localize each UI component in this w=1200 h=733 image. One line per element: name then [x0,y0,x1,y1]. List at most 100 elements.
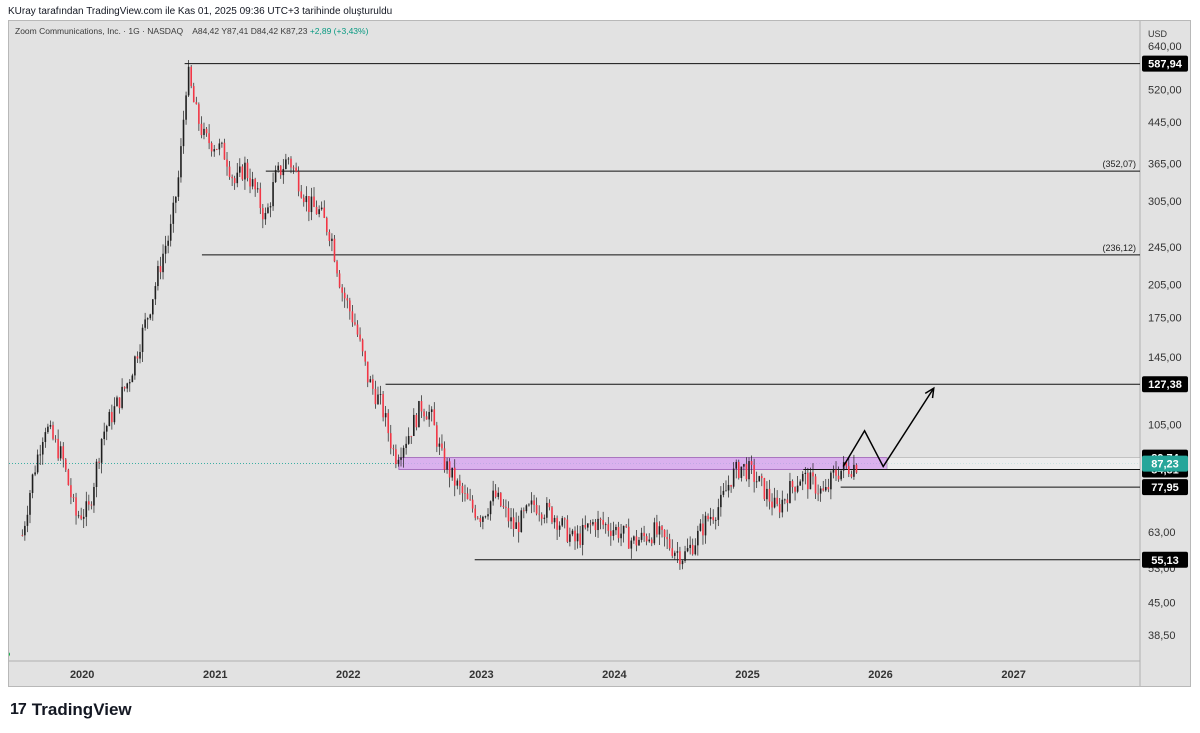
level-price-tag-bg [1142,55,1188,72]
candle-body [310,196,313,213]
candle-body [95,461,98,487]
candle-body [666,537,668,540]
candle-body [699,523,702,531]
candle-body [297,171,300,192]
candle-body [164,245,167,254]
candle-body [31,474,34,493]
candle-body [113,406,116,423]
candle-body [54,438,57,440]
candle-body [21,535,24,536]
candle-body [630,540,633,549]
candle-body [476,517,479,519]
candle-body [118,397,121,408]
candle-body [604,524,607,526]
candle-body [737,461,740,478]
candle-body [336,261,338,274]
candle-body [287,158,290,160]
candle-body [569,534,571,542]
candles-group [21,59,858,570]
candle-body [786,499,789,503]
candle-body [272,182,274,207]
candle-body [333,238,336,262]
price-chart[interactable]: USD 640,00 520,00 445,00 365,00 305,00 245,00 2… [9,21,1190,686]
candle-body [228,166,231,177]
candle-body [305,196,308,203]
candle-body [85,501,88,517]
candle-body [702,523,704,536]
candle-body [546,502,548,518]
candle-body [239,166,241,173]
candle-body [799,481,801,486]
x-tick-label: 2025 [735,669,759,681]
candle-body [561,518,564,526]
candle-body [80,515,82,519]
candle-body [354,322,356,325]
candle-body [116,397,118,407]
candle-body [82,516,85,519]
candle-body [384,413,387,418]
candle-body [313,196,315,207]
candle-body [824,487,827,491]
candle-body [453,467,456,486]
candle-body [41,442,44,455]
symbol-name: Zoom Communications, Inc. · 1G · NASDAQ [15,26,184,36]
candle-body [49,425,52,427]
candle-body [389,433,392,449]
candle-body [59,446,62,459]
candle-body [714,519,717,521]
candle-body [512,517,515,529]
candle-body [622,525,625,534]
candle-body [627,526,630,549]
candle-body [47,426,49,433]
candle-body [640,532,643,540]
candle-body [423,411,425,417]
candle-body [778,504,781,513]
candle-body [246,162,249,179]
candle-body [290,158,292,168]
candle-body [397,459,400,465]
candle-body [732,468,735,487]
candle-body [487,514,489,517]
dino-icon: 🦕 [9,640,11,661]
candle-body [34,472,36,475]
candle-body [727,484,730,491]
candle-body [835,469,837,476]
y-tick-label: 175,00 [1148,313,1182,325]
ohlc-close: K87,23 [280,26,308,36]
level-inline-label: (352,07) [1102,159,1136,169]
candle-body [29,492,31,515]
candle-body [551,507,553,523]
candle-body [758,476,761,482]
level-price-tag-bg [1142,376,1188,393]
last-price-tag: 87,23 [1151,459,1179,471]
candle-body [433,409,436,426]
candle-body [111,411,113,423]
candle-body [456,480,459,486]
candle-body [617,526,620,539]
candle-body [126,383,129,389]
candle-body [661,526,663,530]
tradingview-logo[interactable]: 17 TradingView [10,700,132,720]
y-tick-label: 640,00 [1148,41,1182,53]
candle-body [633,536,635,541]
candle-body [356,324,359,335]
candle-body [830,472,832,490]
candle-body [520,510,523,533]
candle-body [717,507,720,520]
candle-body [100,439,103,463]
candle-body [643,532,645,537]
candle-body [827,487,830,490]
candle-body [428,411,430,420]
candle-body [402,447,405,458]
chart-pane[interactable]: USD 640,00 520,00 445,00 365,00 305,00 245,00 2… [8,20,1191,687]
candle-body [136,356,139,359]
candle-body [853,464,855,477]
candle-body [571,530,574,535]
candle-body [446,461,448,470]
candle-body [755,481,758,483]
candle-body [90,504,93,506]
candle-body [315,206,318,215]
candle-body [464,493,466,494]
candle-body [267,207,269,213]
candle-body [768,488,771,502]
